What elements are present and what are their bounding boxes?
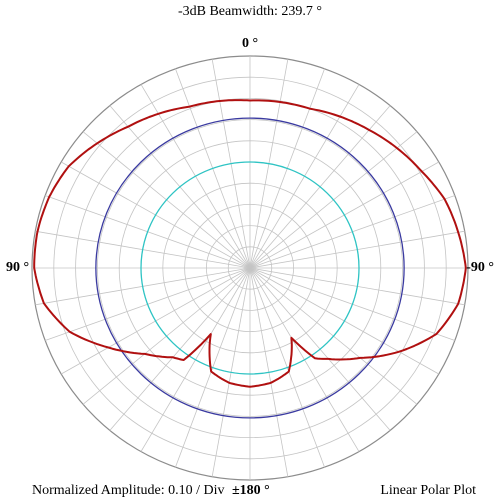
reference-circle [95,117,405,419]
radial-scale-label: Normalized Amplitude: 0.10 / Div [32,483,225,498]
angle-label-left: 90 ° [6,260,30,275]
chart-title: -3dB Beamwidth: 239.7 ° [177,4,323,19]
reference-circle [140,161,360,375]
pattern-line [33,99,467,388]
angle-label-top: 0 ° [241,36,259,51]
angle-label-bottom: ±180 ° [232,483,270,498]
reference-circles [95,117,405,419]
polar-grid [31,55,469,481]
angle-label-right: -90 ° [466,260,494,275]
plot-type-label: Linear Polar Plot [380,483,476,498]
pattern-series [33,99,467,388]
